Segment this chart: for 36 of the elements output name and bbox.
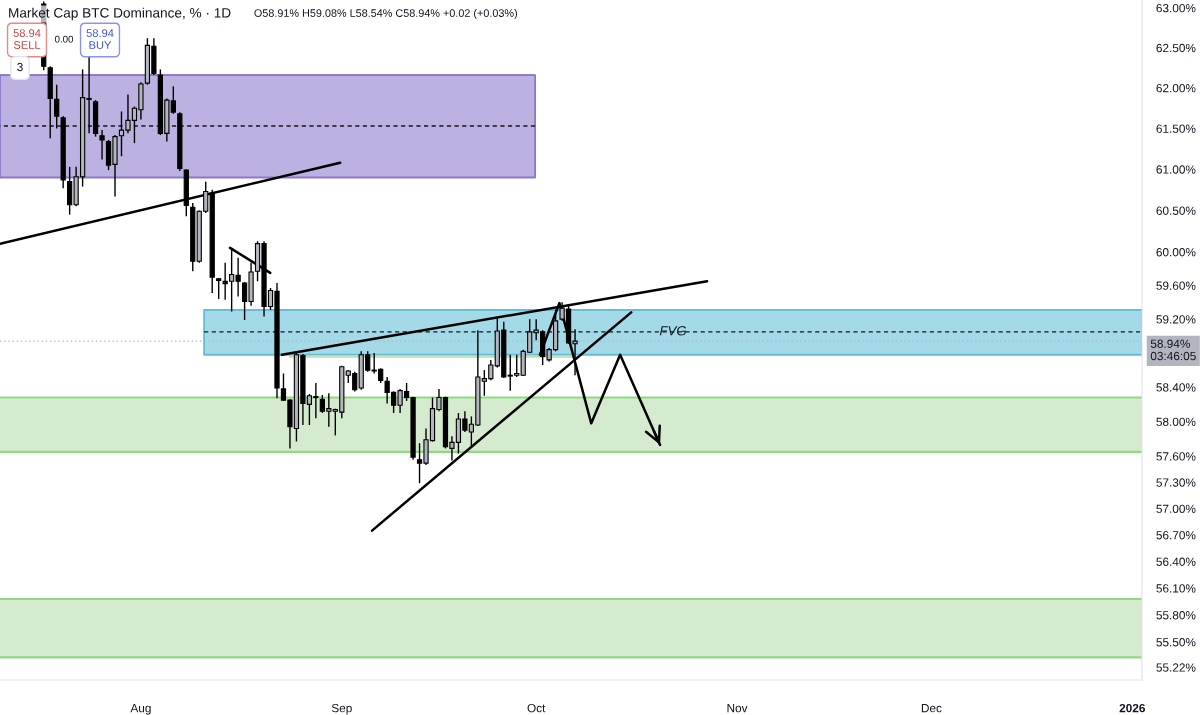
candlestick xyxy=(54,84,60,130)
y-tick-label: 59.20% xyxy=(1156,315,1196,324)
y-tick-label: 55.80% xyxy=(1156,611,1196,620)
y-tick-label: 61.50% xyxy=(1156,124,1196,133)
text: O58.91% H59.08% L58.54% C58.94% +0.02 (+0.03%) xyxy=(254,8,517,20)
y-tick-label: 57.60% xyxy=(1156,452,1196,461)
y-tick-label: 57.30% xyxy=(1156,478,1196,487)
x-tick-label: Dec xyxy=(921,704,942,713)
annotation: 58.94 SELL xyxy=(13,29,41,49)
y-tick-label: 58.00% xyxy=(1156,417,1196,426)
y-tick-label: 63.00% xyxy=(1156,3,1196,13)
y-tick-label: 62.00% xyxy=(1156,84,1196,93)
y-tick-label: 61.00% xyxy=(1156,165,1196,174)
y-tick-label: 57.00% xyxy=(1156,504,1196,513)
annotation: 58.94 BUY xyxy=(86,29,114,49)
y-tick-label: 62.50% xyxy=(1156,43,1196,53)
x-tick-label: Aug xyxy=(130,704,151,715)
y-tick-label: 56.40% xyxy=(1156,557,1196,566)
y-tick-label: 56.70% xyxy=(1156,531,1196,540)
candlestick xyxy=(99,129,105,161)
y-tick-label: 58.40% xyxy=(1156,383,1196,392)
series-label: FVG xyxy=(659,326,687,336)
x-tick-label: Nov xyxy=(727,704,748,713)
y-tick-label: 55.22% xyxy=(1156,663,1196,672)
y-tick-label: 60.50% xyxy=(1156,206,1196,215)
annotation: 0.00 xyxy=(54,35,74,43)
x-tick-label: 2026 xyxy=(1119,703,1145,713)
text: Market Cap BTC Dominance, % · 1D xyxy=(9,7,231,21)
x-tick-label: Sep xyxy=(331,703,352,715)
annotation: 3 xyxy=(17,62,23,72)
x-tick-label: Oct xyxy=(527,703,546,713)
y-tick-label: 59.60% xyxy=(1156,281,1196,290)
y-tick-label: 60.00% xyxy=(1156,248,1196,257)
ref-line-label: 58.94% 03:46:05 xyxy=(1150,339,1196,361)
y-tick-label: 56.10% xyxy=(1156,584,1196,593)
y-tick-label: 55.50% xyxy=(1156,638,1196,647)
